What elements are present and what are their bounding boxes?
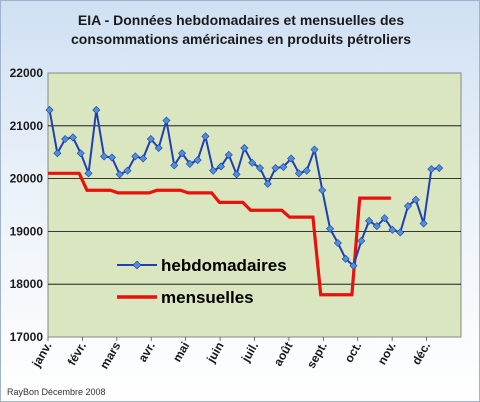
y-tick-label: 20000 [10,172,44,186]
x-tick-label: oct. [342,340,365,365]
y-tick-label: 21000 [10,119,44,133]
legend-label-mensuelles: mensuelles [161,288,254,307]
point-hebdomadaires [427,165,436,174]
y-axis-tick-labels: 17000 18000 19000 20000 21000 22000 [10,66,44,344]
x-axis-tick-labels: janv. févr. mars avr. mai juin juil. août sept. o… [29,337,433,371]
point-hebdomadaires [388,225,397,234]
point-hebdomadaires [372,222,381,231]
series-line-mensuelles [48,171,391,297]
point-hebdomadaires [224,150,233,159]
point-hebdomadaires [333,238,342,248]
legend-marker-hebdomadaires [132,260,142,270]
point-hebdomadaires [263,179,272,188]
y-tick-label: 22000 [10,66,44,80]
y-tick-label: 19000 [10,224,44,238]
chart-title-line-2: consommations américaines en produits pé… [71,31,411,47]
x-tick-label: mars [97,339,124,371]
x-tick-label: janv. [29,340,55,371]
legend-label-hebdomadaires: hebdomadaires [161,256,287,275]
point-hebdomadaires [419,219,428,228]
point-hebdomadaires [294,169,303,178]
point-hebdomadaires [162,116,171,125]
x-tick-label: mai [170,340,192,365]
series-layer [45,105,444,297]
y-tick-label: 17000 [10,330,44,344]
point-hebdomadaires [232,170,241,179]
point-hebdomadaires [131,152,140,161]
x-tick-label: nov. [375,340,399,368]
point-hebdomadaires [201,132,210,141]
point-hebdomadaires [209,166,218,175]
point-hebdomadaires [302,166,311,175]
legend: hebdomadaires mensuelles [117,256,287,307]
point-hebdomadaires [115,170,124,179]
point-hebdomadaires [107,153,116,162]
plot-area [47,72,462,338]
point-hebdomadaires [84,169,93,178]
point-hebdomadaires [287,154,296,163]
x-tick-label: févr. [65,340,89,368]
x-tick-label: avr. [135,340,157,365]
point-hebdomadaires [92,105,101,114]
point-hebdomadaires [396,228,405,237]
point-hebdomadaires [357,236,366,245]
point-hebdomadaires [68,133,77,142]
y-tick-label: 18000 [10,277,44,291]
footer-credit: RayBon Décembre 2008 [7,387,106,397]
point-hebdomadaires [326,224,335,233]
point-hebdomadaires [248,158,257,167]
point-hebdomadaires [146,134,155,144]
point-hebdomadaires [216,162,226,171]
point-hebdomadaires [178,149,187,158]
point-hebdomadaires [61,134,70,144]
point-hebdomadaires [403,202,413,211]
point-hebdomadaires [271,164,280,173]
x-tick-label: juin [203,340,226,366]
point-hebdomadaires [255,164,264,173]
point-hebdomadaires [193,156,202,165]
point-hebdomadaires [170,161,179,170]
point-hebdomadaires [365,216,374,225]
chart-title-line-1: EIA - Données hebdomadaires et mensuelle… [78,12,404,28]
point-hebdomadaires [154,143,163,153]
x-tick-label: déc. [409,340,433,368]
point-hebdomadaires [279,162,288,172]
point-hebdomadaires [100,152,109,161]
x-tick-label: août [271,340,296,369]
point-hebdomadaires [318,186,327,195]
x-tick-label: sept. [304,340,330,371]
point-hebdomadaires [139,154,148,163]
point-hebdomadaires [76,149,85,158]
point-hebdomadaires [341,254,350,263]
point-hebdomadaires [310,145,319,154]
point-hebdomadaires [45,105,54,114]
point-hebdomadaires [53,149,62,158]
point-hebdomadaires [380,214,389,223]
point-hebdomadaires [349,261,358,270]
x-tick-label: juil. [238,340,261,366]
point-hebdomadaires [435,164,444,173]
point-hebdomadaires [411,195,420,204]
point-hebdomadaires [123,166,132,175]
point-hebdomadaires [185,159,194,168]
point-hebdomadaires [240,143,249,153]
